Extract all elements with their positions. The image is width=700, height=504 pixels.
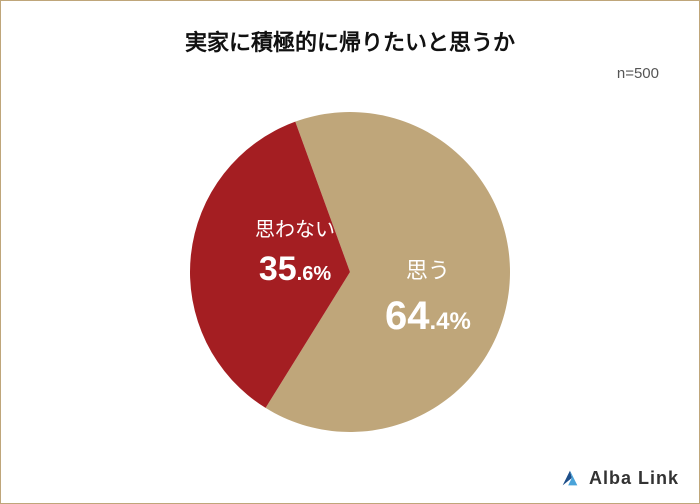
slice-label-yes: 思う 64.4%	[385, 257, 471, 342]
sample-size: n=500	[617, 65, 659, 82]
slice-name-yes: 思う	[385, 257, 471, 286]
chart-title: 実家に積極的に帰りたいと思うか	[1, 25, 699, 57]
brand-logo-icon	[559, 467, 581, 489]
slice-name-no: 思わない	[255, 217, 335, 243]
brand: Alba Link	[559, 467, 679, 489]
pie-chart: 思う 64.4% 思わない 35.6%	[190, 112, 510, 432]
slice-pct-yes: 64.4%	[385, 290, 471, 342]
brand-name: Alba Link	[589, 468, 679, 489]
slice-pct-no: 35.6%	[255, 247, 335, 291]
chart-frame: 実家に積極的に帰りたいと思うか n=500 思う 64.4% 思わない 35.6% A…	[0, 0, 700, 504]
slice-label-no: 思わない 35.6%	[255, 217, 335, 291]
